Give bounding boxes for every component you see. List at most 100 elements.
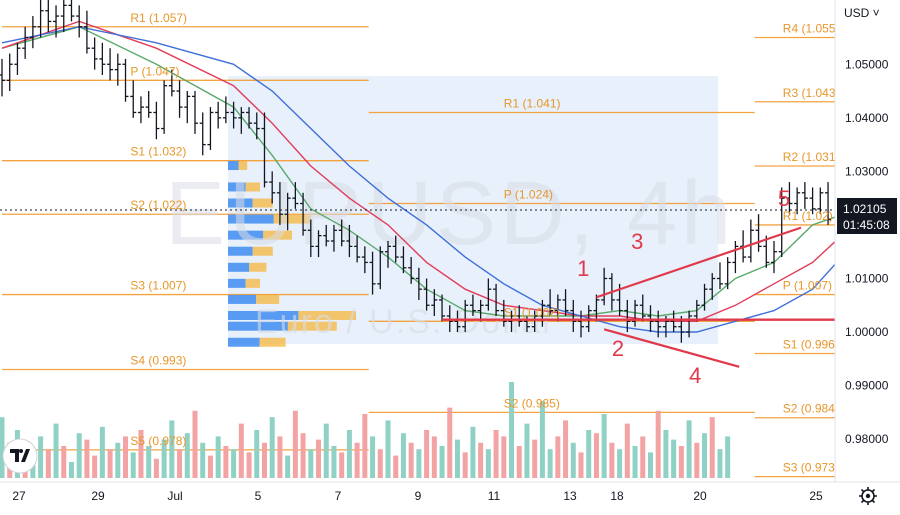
price-bar (168, 69, 175, 97)
profile-bar-down (273, 214, 312, 224)
pivot-label: S5 (0.978) (130, 434, 186, 448)
price-bar (76, 5, 83, 38)
wave-label: 4 (689, 363, 701, 388)
profile-bar-down (249, 262, 267, 272)
price-bar (68, 0, 75, 22)
volume-bar (38, 436, 44, 478)
volume-bar (570, 442, 576, 478)
bar-countdown: 01:45:08 (843, 218, 890, 232)
volume-bar (316, 439, 322, 478)
date-tick: 25 (809, 489, 823, 503)
tradingview-logo[interactable] (2, 438, 38, 474)
price-bar (392, 235, 399, 263)
volume-bar (153, 458, 159, 478)
volume-bar (439, 446, 445, 478)
price-bar (300, 192, 307, 236)
price-bar (493, 283, 500, 316)
price-axis[interactable] (835, 0, 900, 482)
moving-average-line (1, 20, 848, 322)
price-tick: 0.98000 (845, 432, 889, 446)
profile-bar-up (228, 321, 288, 331)
volume-bar (702, 433, 708, 478)
volume-bar (107, 449, 113, 478)
currency-selector[interactable]: USD ˅ (844, 6, 880, 20)
price-bar (99, 42, 106, 75)
price-bar (771, 241, 777, 274)
price-bar (670, 310, 677, 333)
price-bar (377, 246, 384, 290)
pivot-label: S1 (1.002) (504, 305, 560, 319)
date-tick: Jul (167, 489, 182, 503)
price-bar (601, 267, 608, 306)
price-bar (408, 257, 415, 284)
price-bar (330, 224, 337, 252)
price-bar (732, 241, 739, 274)
volume-bar (624, 423, 630, 478)
price-bar (292, 182, 299, 209)
profile-bar-up (228, 337, 260, 347)
price-bar (91, 37, 98, 70)
price-bar (655, 310, 662, 338)
pivot-label: R3 (1.043) (783, 86, 840, 100)
wave-label: 2 (612, 336, 624, 361)
profile-bar-up (228, 278, 246, 288)
price-bar (469, 294, 476, 316)
price-bar (701, 283, 708, 311)
price-bar (508, 310, 515, 333)
price-bar (222, 96, 229, 124)
profile-bar-down (263, 230, 292, 240)
volume-bar (215, 436, 221, 478)
volume-bar (161, 439, 167, 478)
volume-bar (563, 420, 569, 478)
price-tick: 0.99000 (845, 379, 889, 393)
profile-bar-up (228, 161, 239, 171)
price-bar (261, 112, 268, 188)
volume-bar (207, 455, 213, 478)
volume-bar (99, 426, 105, 478)
price-bar (415, 267, 422, 300)
price-bar (253, 112, 260, 140)
volume-bar (416, 449, 422, 478)
price-bar (639, 294, 646, 322)
profile-bar-down (252, 198, 273, 208)
pivot-label: S2 (0.984) (783, 402, 839, 416)
volume-bar (524, 423, 530, 478)
volume-bar (509, 382, 515, 478)
moving-averages (1, 20, 852, 333)
moving-average-line (1, 26, 844, 317)
volume-bar (92, 455, 98, 478)
volume-bar (640, 436, 646, 478)
profile-bar-down (259, 337, 286, 347)
volume-bar (192, 410, 198, 478)
price-bar (114, 53, 121, 86)
date-tick: 20 (693, 489, 707, 503)
volume-bar (377, 449, 383, 478)
price-bar (153, 101, 160, 140)
date-tick: 29 (91, 489, 105, 503)
profile-bar-down (287, 321, 337, 331)
price-bar (693, 299, 700, 322)
volume-bar (200, 442, 206, 478)
volume-bar (400, 433, 406, 478)
profile-bar-up (228, 198, 253, 208)
price-bar (454, 310, 461, 333)
price-tick: 1.01000 (845, 271, 889, 285)
moving-average-line (1, 26, 852, 333)
volume-bar (408, 442, 414, 478)
time-axis[interactable] (0, 482, 900, 510)
price-bar (516, 305, 523, 327)
wave-label: 5 (778, 186, 790, 211)
elliott-wave-drawing[interactable]: 1 2 3 4 5 (442, 186, 836, 388)
volume-bar (130, 452, 136, 478)
pivot-labels: R1 (1.057) P (1.047) S1 (1.032) S2 (1.022) S… (130, 11, 839, 475)
date-tick: 7 (335, 489, 342, 503)
price-bar (431, 289, 438, 316)
price-bar (238, 107, 245, 134)
wave-label: 3 (631, 229, 643, 254)
settings-gear-icon[interactable] (859, 487, 877, 505)
volume-bar (532, 439, 538, 478)
profile-bar-up (228, 310, 299, 320)
pivot-label: P (1.007) (783, 279, 832, 293)
